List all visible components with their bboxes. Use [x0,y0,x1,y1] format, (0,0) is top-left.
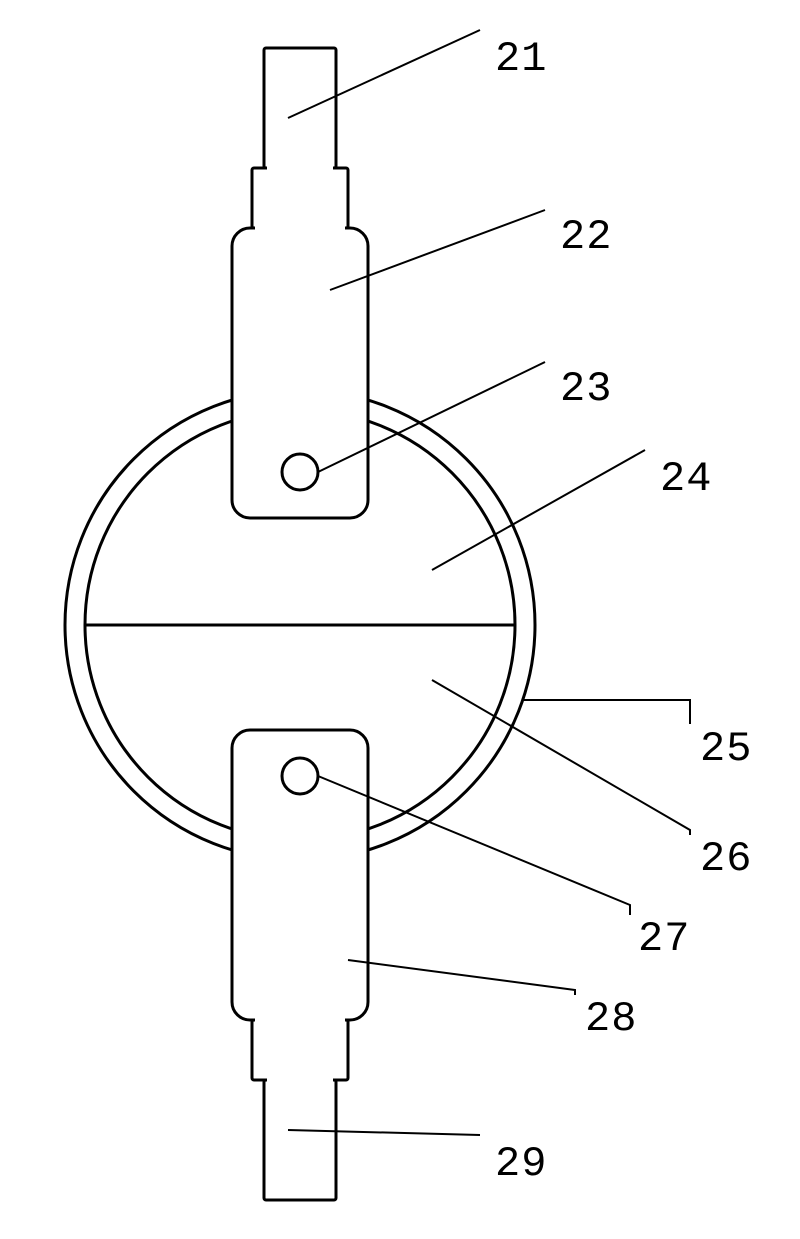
top-neck [252,168,348,228]
label-27: 27 [638,915,690,963]
label-26: 26 [700,835,752,883]
leader-25 [524,700,690,724]
bottom-body [232,730,368,1020]
top-shaft [264,48,336,168]
label-23: 23 [560,365,612,413]
bottom-shaft [264,1080,336,1200]
label-21: 21 [495,35,547,83]
label-22: 22 [560,213,612,261]
top-body [232,228,368,518]
leader-24 [432,450,645,570]
leader-28 [348,960,575,995]
label-24: 24 [660,455,712,503]
label-25: 25 [700,725,752,773]
mechanical-diagram: 21 22 23 24 25 26 27 28 29 [0,0,800,1239]
bottom-neck [252,1020,348,1080]
label-29: 29 [495,1140,547,1188]
label-28: 28 [585,995,637,1043]
